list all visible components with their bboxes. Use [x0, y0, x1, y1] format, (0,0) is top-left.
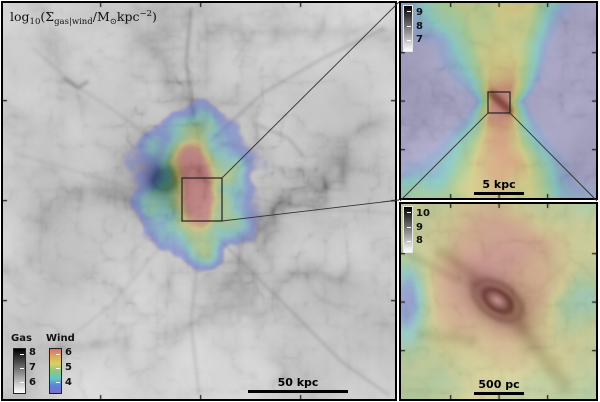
wind-colorbar-tick-mark [56, 382, 60, 384]
gas-colorbar-tick: 7 [29, 362, 36, 373]
zoom500-colorbar-tick: 9 [416, 222, 423, 233]
zoom500-colorbar-tick: 10 [416, 208, 430, 219]
map-title-part: 10 [29, 17, 41, 27]
wind-colorbar-label: Wind [46, 333, 75, 344]
zoom500-colorbar-gradient [403, 206, 413, 253]
wind-colorbar-tick-mark [56, 368, 60, 370]
map-title-part: −2 [139, 9, 152, 19]
wind-colorbar-tick-mark [56, 354, 60, 356]
map-title-part: (Σ [40, 9, 55, 24]
map-title-part: log [10, 9, 30, 24]
wind-colorbar-tick: 5 [65, 362, 72, 373]
gas-colorbar-tick: 6 [29, 377, 36, 388]
scale-bar-line [474, 392, 524, 395]
map-title-part: ) [151, 9, 157, 24]
main-map-panel: log10(Σgas|wind/M⊙kpc−2) Gas 8 7 6 Wind … [1, 1, 397, 401]
scale-bar-label: 50 kpc [277, 376, 319, 389]
zoom5-colorbar-tick: 7 [416, 34, 423, 45]
wind-colorbar-tick: 6 [65, 347, 72, 358]
zoom-panel-500pc: 10 9 8 500 pc [399, 202, 598, 401]
zoom5-colorbar-tick-mark [407, 25, 411, 27]
zoom500-colorbar-tick-mark [407, 212, 411, 214]
scale-bar-line [248, 390, 348, 393]
gas-colorbar-tick-mark [20, 354, 24, 356]
scale-bar-label: 500 pc [478, 378, 520, 391]
map-title-part: kpc [116, 9, 140, 24]
map-title-part: ⊙ [109, 17, 117, 27]
wind-colorbar-gradient [49, 348, 62, 394]
gas-colorbar-tick: 8 [29, 347, 36, 358]
zoom500-colorbar-tick-mark [407, 226, 411, 228]
zoom-panel-5kpc: 9 8 7 5 kpc [399, 1, 598, 200]
zoom5-colorbar-tick: 9 [416, 7, 423, 18]
scale-bar-line [474, 192, 524, 195]
gas-colorbar-label: Gas [11, 333, 32, 344]
zoom5-colorbar-tick-mark [407, 11, 411, 13]
zoom-5kpc-canvas [401, 3, 596, 198]
zoom5-colorbar-tick-mark [407, 40, 411, 42]
map-title: log10(Σgas|wind/M⊙kpc−2) [10, 9, 157, 27]
zoom5-colorbar-tick: 8 [416, 21, 423, 32]
zoom500-colorbar-tick: 8 [416, 235, 423, 246]
zoom5-colorbar-gradient [403, 5, 413, 52]
map-title-part: gas|wind [54, 17, 93, 27]
gas-colorbar-tick-mark [20, 368, 24, 370]
gas-colorbar-gradient [13, 348, 26, 394]
map-title-part: /M [92, 9, 110, 24]
zoom-500pc-canvas [401, 204, 596, 399]
gas-colorbar-tick-mark [20, 382, 24, 384]
scale-bar-label: 5 kpc [482, 178, 516, 191]
wind-colorbar-tick: 4 [65, 377, 72, 388]
zoom500-colorbar-tick-mark [407, 241, 411, 243]
